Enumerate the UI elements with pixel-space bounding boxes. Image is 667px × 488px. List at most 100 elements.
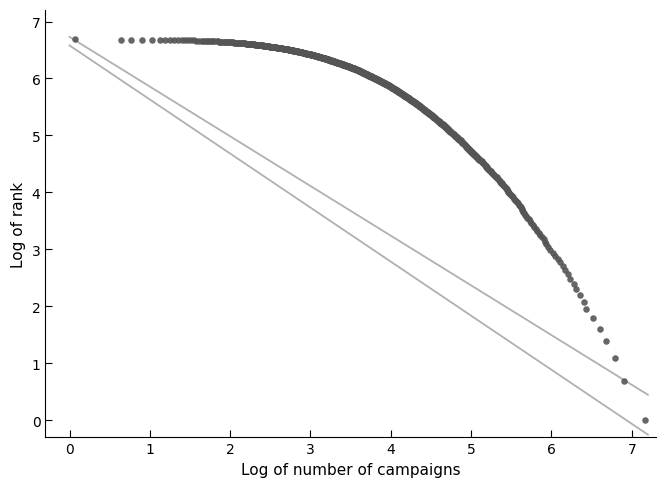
Point <box>245 41 255 49</box>
Point <box>372 77 383 84</box>
Point <box>424 110 434 118</box>
Point <box>466 148 476 156</box>
Point <box>374 77 384 85</box>
Point <box>460 142 470 149</box>
Point <box>353 67 364 75</box>
Point <box>399 92 410 100</box>
Point <box>208 38 219 46</box>
Point <box>504 191 515 199</box>
Point <box>332 60 343 67</box>
Point <box>271 44 281 52</box>
Point <box>370 76 381 83</box>
Point <box>399 93 410 101</box>
Point <box>402 94 412 102</box>
Point <box>430 115 440 123</box>
Point <box>386 83 396 91</box>
Point <box>404 96 415 103</box>
Point <box>434 119 445 127</box>
Point <box>404 96 415 104</box>
Point <box>490 173 500 181</box>
Point <box>451 134 462 142</box>
Point <box>401 93 412 101</box>
Point <box>397 91 408 99</box>
Point <box>458 140 469 148</box>
Point <box>396 91 407 99</box>
Point <box>466 149 477 157</box>
Point <box>537 234 548 242</box>
Point <box>438 122 449 130</box>
Point <box>457 139 468 147</box>
Point <box>376 79 387 86</box>
Point <box>306 52 317 60</box>
Point <box>452 134 462 142</box>
Point <box>444 127 454 135</box>
Point <box>369 75 380 82</box>
Point <box>502 188 513 196</box>
Point <box>382 81 392 89</box>
Point <box>358 70 369 78</box>
Point <box>394 89 405 97</box>
Point <box>453 136 464 143</box>
Point <box>321 56 331 63</box>
Point <box>321 56 332 64</box>
Point <box>352 66 362 74</box>
Point <box>471 153 482 161</box>
Point <box>407 98 418 105</box>
Point <box>297 50 308 58</box>
Point <box>330 59 341 67</box>
Point <box>346 64 357 72</box>
Point <box>227 40 238 47</box>
Point <box>229 40 240 47</box>
Point <box>329 59 340 66</box>
Point <box>359 70 370 78</box>
Point <box>250 41 261 49</box>
Point <box>406 97 417 105</box>
Point <box>514 203 525 210</box>
Point <box>366 73 376 81</box>
Point <box>348 65 358 73</box>
Point <box>215 39 225 46</box>
Point <box>483 165 494 173</box>
Point <box>470 152 480 160</box>
Point <box>492 175 503 183</box>
Point <box>331 60 342 67</box>
Point <box>581 306 592 314</box>
Point <box>331 60 342 67</box>
Point <box>447 130 458 138</box>
Point <box>373 77 384 84</box>
Point <box>376 79 387 86</box>
Point <box>263 43 274 51</box>
Point <box>492 174 502 182</box>
Point <box>574 292 585 300</box>
Point <box>477 159 488 167</box>
Point <box>276 45 287 53</box>
Point <box>346 64 356 72</box>
Point <box>438 122 448 129</box>
Point <box>354 67 364 75</box>
Point <box>415 103 426 111</box>
Point <box>406 97 416 105</box>
Point <box>351 66 362 74</box>
Point <box>524 218 535 225</box>
Point <box>261 43 272 51</box>
Point <box>249 41 260 49</box>
Point <box>506 193 517 201</box>
Point <box>299 50 309 58</box>
Point <box>433 118 444 126</box>
Point <box>280 46 291 54</box>
Point <box>368 74 378 82</box>
Point <box>70 37 81 44</box>
Point <box>354 68 365 76</box>
Point <box>381 81 392 89</box>
Point <box>279 46 290 54</box>
Point <box>287 47 298 55</box>
Point <box>518 208 528 216</box>
Point <box>297 50 308 58</box>
Point <box>388 85 399 93</box>
Point <box>292 48 303 56</box>
Point <box>330 59 341 67</box>
Point <box>398 92 409 100</box>
Point <box>428 113 438 121</box>
Point <box>313 54 324 61</box>
Point <box>414 103 425 111</box>
